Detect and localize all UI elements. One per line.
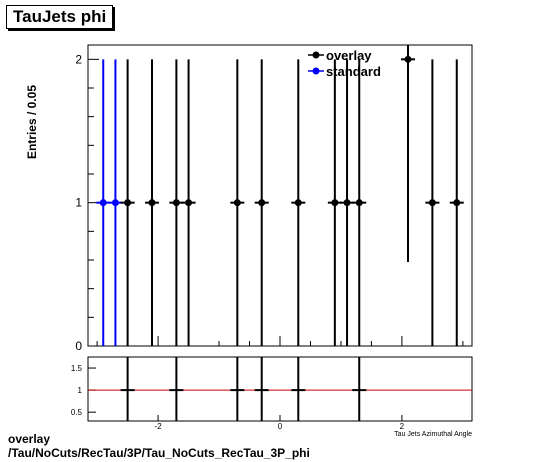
legend-label: standard <box>326 64 381 79</box>
legend-marker <box>312 51 320 59</box>
chart-title: TauJets phi <box>6 5 114 29</box>
ratio-y-tick-label: 1.5 <box>71 364 83 373</box>
data-point <box>124 199 132 207</box>
y-axis-label: Entries / 0.05 <box>25 85 39 159</box>
legend-marker <box>312 67 320 75</box>
ratio-x-tick-label: 0 <box>278 422 283 431</box>
ratio-frame <box>87 356 473 422</box>
legend-label: overlay <box>326 48 372 63</box>
data-point <box>148 199 156 207</box>
ratio-x-tick-label: -2 <box>155 422 163 431</box>
data-point <box>233 199 241 207</box>
data-point <box>99 199 107 207</box>
y-tick-label: 0 <box>75 339 82 353</box>
footer-line-1: overlay <box>8 432 51 446</box>
data-point <box>331 199 339 207</box>
y-tick-label: 1 <box>75 196 82 210</box>
data-point <box>428 199 436 207</box>
data-point <box>172 199 180 207</box>
ratio-x-tick-label: 2 <box>400 422 405 431</box>
data-point <box>343 199 351 207</box>
y-tick-label: 2 <box>75 52 82 66</box>
plot-frame <box>87 44 473 347</box>
ratio-y-tick-label: 0.5 <box>71 408 83 417</box>
data-point <box>111 199 119 207</box>
data-point <box>404 55 412 63</box>
data-point <box>258 199 266 207</box>
data-point <box>294 199 302 207</box>
footer-line-2: /Tau/NoCuts/RecTau/3P/Tau_NoCuts_RecTau_… <box>8 446 310 460</box>
ratio-y-tick-label: 1 <box>78 386 83 395</box>
data-point <box>355 199 363 207</box>
x-axis-label: Tau Jets Azimuthal Angle <box>394 431 472 438</box>
data-point <box>185 199 193 207</box>
data-point <box>453 199 461 207</box>
